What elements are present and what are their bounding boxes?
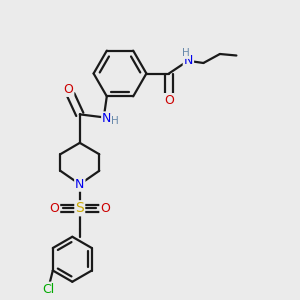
Text: O: O xyxy=(164,94,174,107)
Text: N: N xyxy=(75,178,85,191)
Text: H: H xyxy=(182,48,190,58)
Text: O: O xyxy=(64,83,73,96)
Text: O: O xyxy=(100,202,110,215)
Text: Cl: Cl xyxy=(42,283,54,296)
Text: N: N xyxy=(102,112,112,125)
Text: S: S xyxy=(75,201,84,215)
Text: O: O xyxy=(50,202,59,215)
Text: N: N xyxy=(184,53,193,67)
Text: H: H xyxy=(111,116,119,126)
